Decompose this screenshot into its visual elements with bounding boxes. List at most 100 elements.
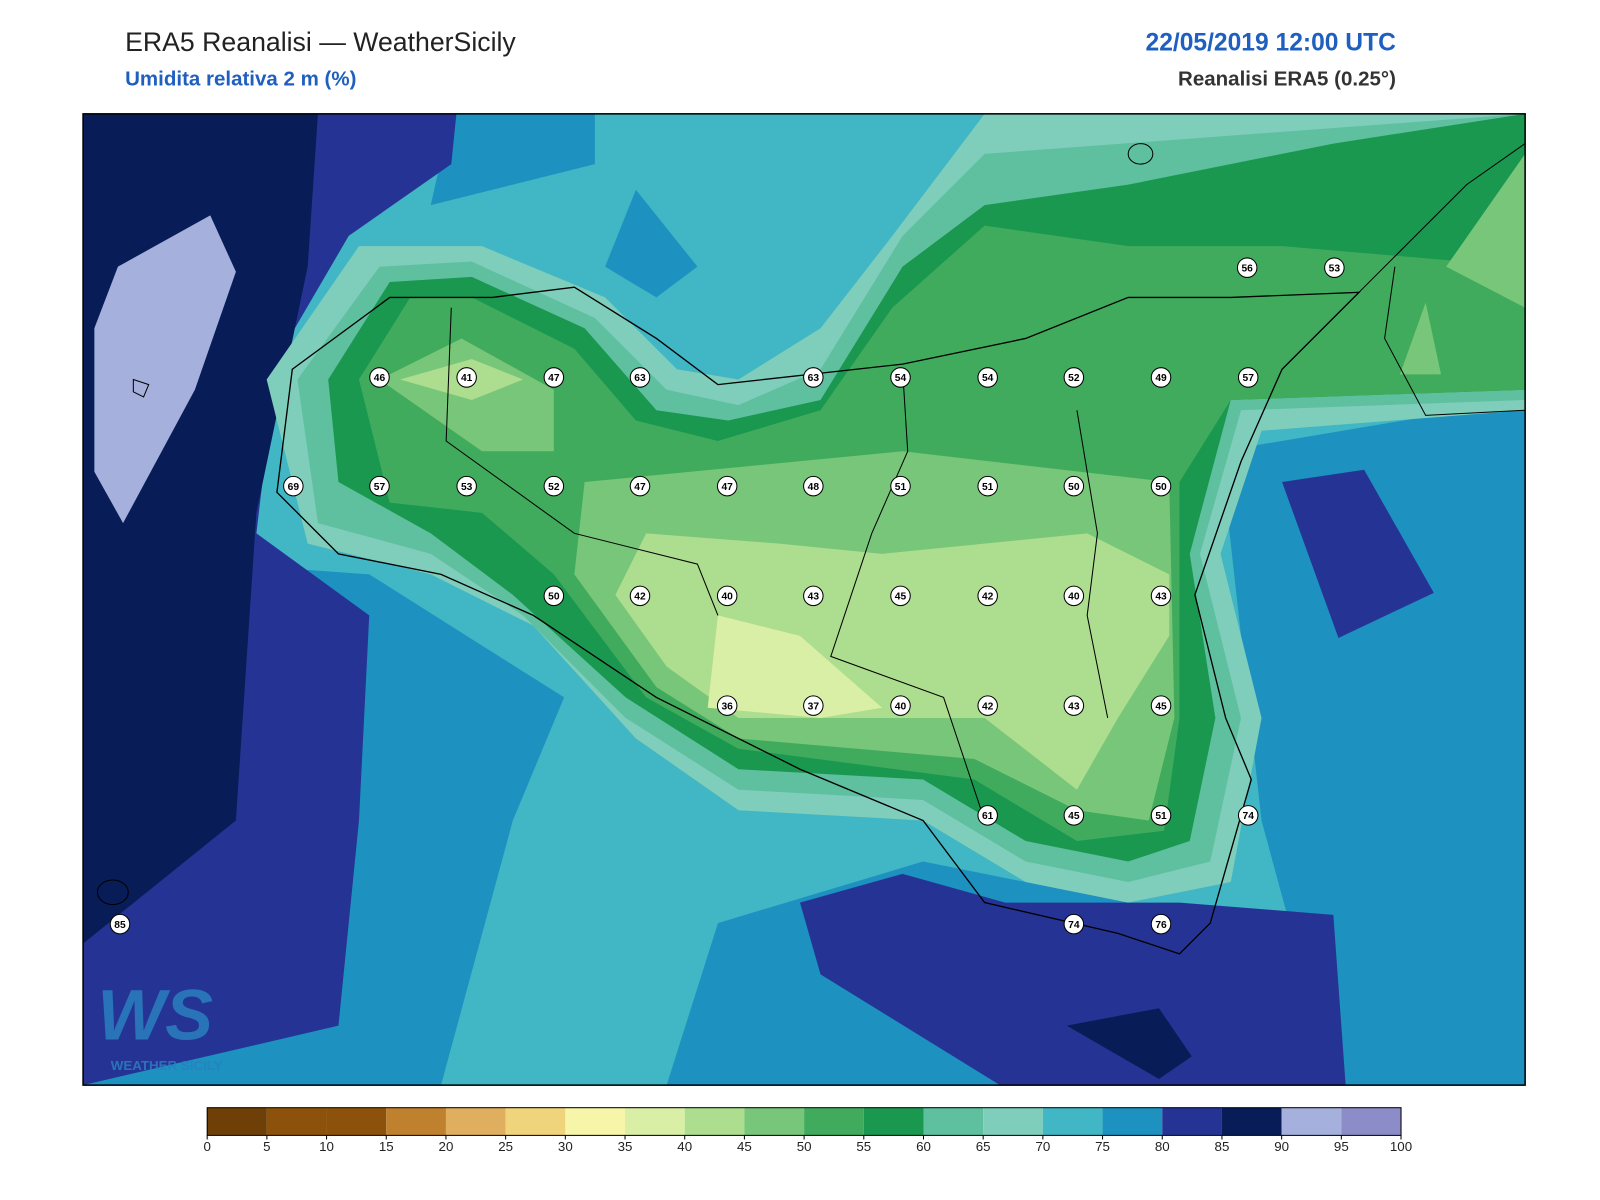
station: 74: [1237, 805, 1259, 826]
station: 52: [1063, 367, 1085, 388]
station-marker: [1150, 913, 1172, 935]
colorbar-segment: [1341, 1107, 1402, 1136]
logo-text: WEATHER SICILY: [111, 1058, 223, 1073]
colorbar-segment: [684, 1107, 745, 1136]
station-marker: [803, 367, 824, 388]
station: 69: [283, 475, 304, 497]
station-marker: [369, 367, 390, 388]
station-marker: [543, 475, 565, 497]
station-marker: [716, 695, 738, 716]
station-value: 47: [634, 482, 646, 493]
station: 54: [890, 367, 911, 388]
station-value: 52: [548, 482, 560, 493]
station-value: 63: [808, 373, 820, 384]
colorbar-segment: [1281, 1107, 1342, 1136]
station: 50: [1063, 475, 1085, 497]
station: 40: [890, 695, 911, 716]
date: 22/05/2019 12:00 UTC: [1146, 30, 1397, 57]
station-marker: [109, 913, 131, 935]
station: 46: [369, 367, 390, 388]
station: 47: [716, 475, 738, 497]
station-marker: [1150, 695, 1172, 716]
station-marker: [977, 475, 998, 497]
colorbar-tick-label: 50: [797, 1139, 812, 1154]
station-value: 57: [1243, 373, 1255, 384]
station-value: 85: [114, 920, 126, 931]
colorbar-segment: [1042, 1107, 1103, 1136]
station: 43: [1063, 695, 1085, 716]
station-value: 57: [374, 482, 386, 493]
station-marker: [1236, 257, 1258, 278]
station-value: 69: [288, 482, 300, 493]
station: 51: [1150, 805, 1172, 826]
station-layer: 56 53 46 41 47 63 63 54 54 52 49 57 69 57 53 52 47 47 48 51…: [109, 257, 1345, 935]
station-marker: [283, 475, 304, 497]
station-value: 40: [721, 592, 733, 603]
station-marker: [629, 585, 651, 607]
colorbar-segment: [445, 1107, 506, 1136]
station-value: 56: [1241, 263, 1253, 274]
station: 43: [1150, 585, 1172, 607]
station: 36: [716, 695, 738, 716]
station-value: 54: [895, 373, 907, 384]
station-value: 41: [461, 373, 473, 384]
station-value: 63: [634, 373, 646, 384]
station-marker: [1150, 805, 1172, 826]
colorbar-tick-label: 60: [916, 1139, 931, 1154]
station: 54: [977, 367, 998, 388]
station: 53: [456, 475, 477, 497]
station-value: 45: [895, 592, 907, 603]
colorbar-segment: [983, 1107, 1043, 1136]
map-frame: [82, 113, 1526, 1086]
station-value: 61: [982, 811, 994, 822]
colorbar-segment: [1162, 1107, 1222, 1136]
station-value: 50: [1068, 482, 1080, 493]
station-value: 46: [374, 373, 386, 384]
station-marker: [803, 585, 824, 607]
colorbar-tick-label: 5: [263, 1139, 270, 1154]
station-marker: [716, 585, 738, 607]
colorbar-tick-label: 90: [1274, 1139, 1289, 1154]
colorbar-segment: [386, 1107, 446, 1136]
station-value: 40: [1068, 592, 1080, 603]
station: 85: [109, 913, 131, 935]
station-marker: [977, 585, 998, 607]
station-marker: [456, 475, 477, 497]
station-value: 54: [982, 373, 994, 384]
station-value: 51: [982, 482, 994, 493]
station-marker: [1150, 585, 1172, 607]
station: 76: [1150, 913, 1172, 935]
station-marker: [1237, 367, 1259, 388]
station-value: 37: [808, 701, 820, 712]
station: 63: [803, 367, 824, 388]
station-value: 51: [1155, 811, 1167, 822]
station: 50: [1150, 475, 1172, 497]
station: 40: [716, 585, 738, 607]
colorbar-tick-label: 25: [498, 1139, 513, 1154]
colorbar-tick-label: 95: [1334, 1139, 1349, 1154]
subtitle: Umidita relativa 2 m (%): [125, 67, 356, 90]
station: 45: [1150, 695, 1172, 716]
station: 49: [1150, 367, 1172, 388]
colorbar-segment: [1221, 1107, 1282, 1136]
station-marker: [803, 695, 824, 716]
station-marker: [803, 475, 824, 497]
station: 56: [1236, 257, 1258, 278]
station: 57: [1237, 367, 1259, 388]
station: 50: [543, 585, 565, 607]
station: 52: [543, 475, 565, 497]
station-marker: [890, 585, 911, 607]
colorbar-segment: [625, 1107, 685, 1136]
station-value: 50: [1155, 482, 1167, 493]
colorbar-segment: [804, 1107, 864, 1136]
colorbar-tick-label: 70: [1035, 1139, 1050, 1154]
source: Reanalisi ERA5 (0.25°): [1178, 67, 1396, 90]
station-marker: [543, 585, 565, 607]
station: 51: [977, 475, 998, 497]
station: 63: [629, 367, 651, 388]
station-marker: [890, 695, 911, 716]
station-marker: [629, 367, 651, 388]
station: 45: [890, 585, 911, 607]
